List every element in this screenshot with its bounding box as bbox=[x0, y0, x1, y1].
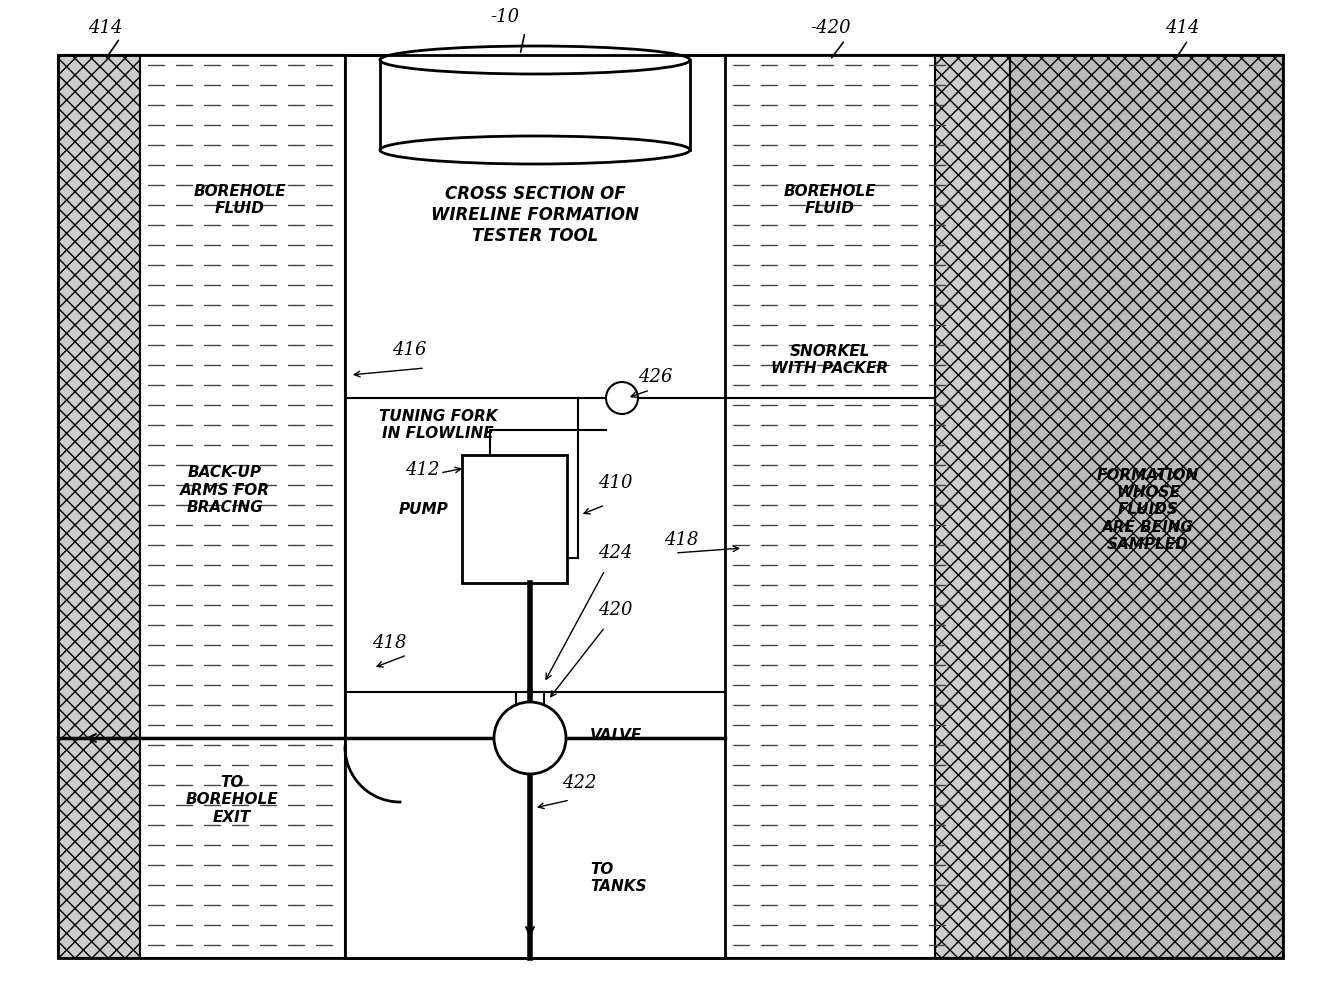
Bar bbox=[516, 692, 544, 714]
Text: 416: 416 bbox=[392, 341, 426, 359]
Text: 412: 412 bbox=[405, 461, 440, 479]
Text: SNORKEL
WITH PACKER: SNORKEL WITH PACKER bbox=[771, 344, 889, 376]
Ellipse shape bbox=[380, 46, 691, 74]
Bar bbox=[58, 55, 139, 958]
Text: TO
BOREHOLE
EXIT: TO BOREHOLE EXIT bbox=[185, 775, 279, 825]
Bar bbox=[1010, 55, 1283, 958]
Text: 414: 414 bbox=[1165, 19, 1199, 37]
Text: TUNING FORK
IN FLOWLINE: TUNING FORK IN FLOWLINE bbox=[378, 408, 498, 441]
Circle shape bbox=[606, 382, 638, 414]
Text: 426: 426 bbox=[638, 368, 672, 386]
Text: 418: 418 bbox=[371, 634, 406, 652]
Circle shape bbox=[493, 702, 566, 774]
Text: 418: 418 bbox=[664, 531, 699, 549]
Bar bbox=[935, 55, 1010, 958]
Text: 422: 422 bbox=[562, 774, 597, 792]
Text: 420: 420 bbox=[598, 601, 633, 619]
Text: BOREHOLE
FLUID: BOREHOLE FLUID bbox=[783, 184, 876, 217]
Text: FORMATION
WHOSE
FLUIDS
ARE BEING
SAMPLED: FORMATION WHOSE FLUIDS ARE BEING SAMPLED bbox=[1097, 468, 1199, 552]
Text: PUMP: PUMP bbox=[398, 502, 448, 517]
Text: TO
TANKS: TO TANKS bbox=[590, 861, 646, 894]
Text: 410: 410 bbox=[598, 474, 633, 492]
Bar bbox=[463, 455, 567, 583]
Text: VALVE: VALVE bbox=[590, 729, 642, 744]
Bar bbox=[380, 60, 691, 150]
Text: BACK-UP
ARMS FOR
BRACING: BACK-UP ARMS FOR BRACING bbox=[180, 465, 270, 515]
Text: CROSS SECTION OF
WIRELINE FORMATION
TESTER TOOL: CROSS SECTION OF WIRELINE FORMATION TEST… bbox=[430, 185, 638, 245]
Ellipse shape bbox=[380, 136, 691, 164]
Bar bbox=[139, 55, 345, 958]
Bar bbox=[489, 430, 578, 558]
Text: 414: 414 bbox=[89, 19, 122, 37]
Text: -10: -10 bbox=[489, 8, 519, 26]
Bar bbox=[725, 55, 935, 958]
Text: -420: -420 bbox=[810, 19, 850, 37]
Bar bbox=[345, 55, 725, 958]
Text: BOREHOLE
FLUID: BOREHOLE FLUID bbox=[193, 184, 287, 217]
Text: 424: 424 bbox=[598, 544, 633, 562]
